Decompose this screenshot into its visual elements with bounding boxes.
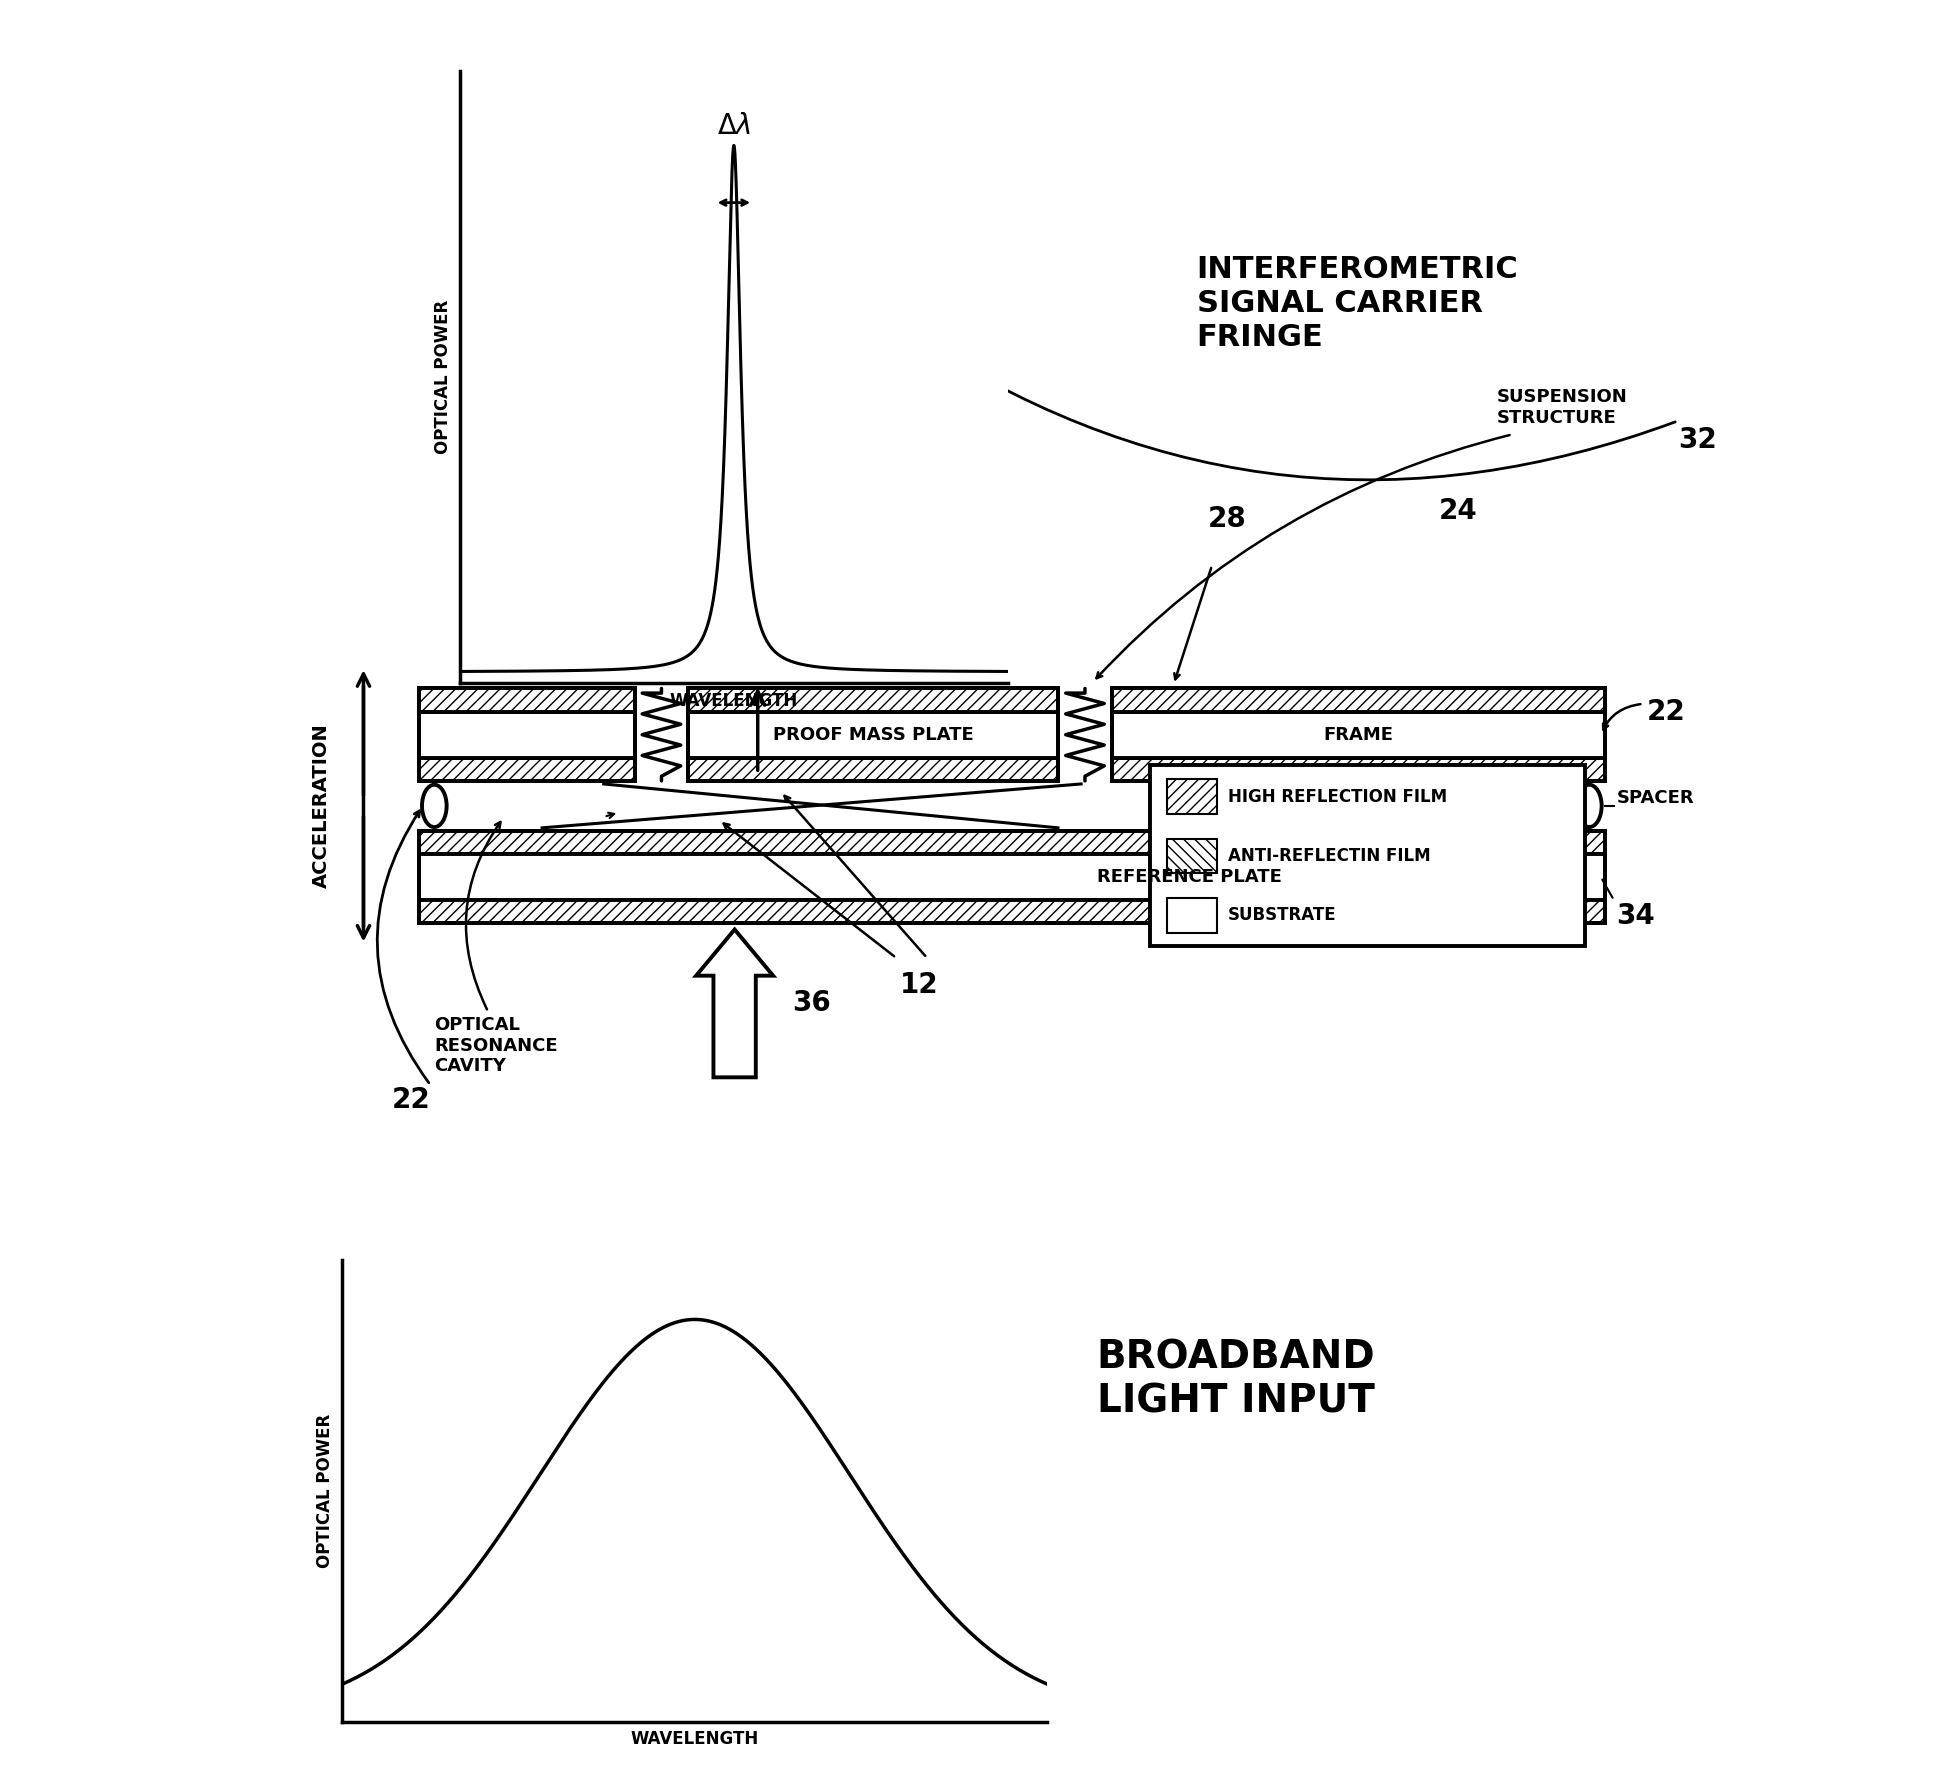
Text: SUSPENSION
STRUCTURE: SUSPENSION STRUCTURE <box>1497 389 1628 426</box>
Bar <box>689 758 1059 781</box>
Bar <box>1151 765 1585 946</box>
Bar <box>419 900 1605 923</box>
Text: REFERENCE PLATE: REFERENCE PLATE <box>1098 868 1282 886</box>
X-axis label: WAVELENGTH: WAVELENGTH <box>630 1731 759 1748</box>
X-axis label: WAVELENGTH: WAVELENGTH <box>669 692 798 710</box>
Y-axis label: OPTICAL POWER: OPTICAL POWER <box>434 300 452 454</box>
Text: 26: 26 <box>785 602 824 630</box>
Text: 28: 28 <box>1207 506 1247 532</box>
Bar <box>1112 689 1605 781</box>
Bar <box>1168 838 1217 873</box>
Text: ANTI-REFLECTIN FILM: ANTI-REFLECTIN FILM <box>1229 847 1431 864</box>
Polygon shape <box>697 930 773 1077</box>
Text: 22: 22 <box>391 1086 431 1115</box>
Text: INTERFEROMETRIC
SIGNAL CARRIER
FRINGE: INTERFEROMETRIC SIGNAL CARRIER FRINGE <box>1196 256 1519 351</box>
Bar <box>1112 689 1605 712</box>
Text: PROOF MASS PLATE: PROOF MASS PLATE <box>773 726 973 744</box>
Text: BROADBAND
LIGHT INPUT: BROADBAND LIGHT INPUT <box>1096 1338 1376 1420</box>
Bar <box>419 758 634 781</box>
Text: 22: 22 <box>1648 698 1685 726</box>
Bar <box>419 854 1605 900</box>
Text: FRAME: FRAME <box>1323 726 1393 744</box>
Bar <box>419 831 1605 854</box>
Bar <box>419 831 1605 923</box>
Bar <box>419 689 634 781</box>
Text: 28: 28 <box>589 605 626 634</box>
Bar <box>1112 758 1605 781</box>
Bar <box>419 689 634 712</box>
Text: 36: 36 <box>793 989 832 1017</box>
Text: 24: 24 <box>1438 497 1478 525</box>
Text: SUBSTRATE: SUBSTRATE <box>1229 907 1337 925</box>
Bar <box>1112 712 1605 758</box>
Text: $\Delta\lambda$: $\Delta\lambda$ <box>716 112 751 140</box>
Ellipse shape <box>1577 785 1601 827</box>
Bar <box>419 712 634 758</box>
Text: 12: 12 <box>900 971 939 999</box>
Bar <box>689 712 1059 758</box>
Text: HIGH REFLECTION FILM: HIGH REFLECTION FILM <box>1229 788 1448 806</box>
Y-axis label: OPTICAL POWER: OPTICAL POWER <box>317 1415 335 1567</box>
Text: OPTICAL
RESONANCE
CAVITY: OPTICAL RESONANCE CAVITY <box>434 1015 558 1076</box>
Ellipse shape <box>423 785 446 827</box>
Text: ACCELERATION: ACCELERATION <box>311 724 331 888</box>
Text: 34: 34 <box>1616 902 1656 930</box>
Bar <box>689 689 1059 781</box>
Bar <box>1168 779 1217 815</box>
Bar <box>1168 898 1217 932</box>
Bar <box>689 689 1059 712</box>
Text: 32: 32 <box>1677 426 1716 454</box>
Text: SPACER: SPACER <box>1616 790 1695 808</box>
